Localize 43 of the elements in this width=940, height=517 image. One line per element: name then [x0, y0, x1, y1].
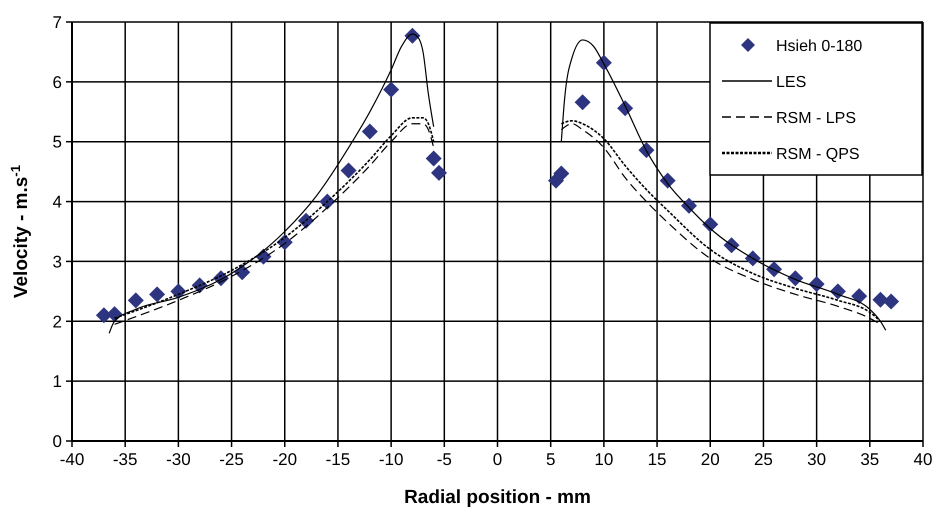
- y-tick-label: 1: [52, 372, 62, 392]
- y-tick-label: 0: [52, 432, 62, 451]
- point: [128, 292, 144, 308]
- point: [883, 294, 900, 310]
- x-tick-label: 15: [648, 450, 667, 469]
- legend-label: LES: [776, 74, 806, 91]
- point: [383, 82, 400, 98]
- x-tick-label: -5: [436, 450, 452, 469]
- point: [430, 164, 447, 181]
- x-tick-label: -20: [272, 450, 298, 469]
- point: [680, 198, 697, 214]
- point: [872, 292, 888, 308]
- y-tick-label: 2: [52, 312, 62, 332]
- x-tick-label: 10: [594, 450, 614, 469]
- x-tick-label: -30: [166, 450, 191, 469]
- point: [851, 288, 868, 304]
- x-axis-title: Radial position - mm: [404, 487, 591, 508]
- legend-label: RSM - LPS: [776, 110, 856, 127]
- x-tick-label: 35: [860, 450, 880, 469]
- x-tick-label: 30: [807, 450, 826, 469]
- y-tick-label: 4: [52, 192, 62, 212]
- x-tick-label: 0: [492, 450, 502, 469]
- x-tick-label: -15: [326, 450, 350, 469]
- x-tick-label: 25: [754, 450, 773, 469]
- y-tick-label: 5: [52, 132, 62, 152]
- point: [426, 150, 442, 166]
- x-tick-label: 20: [700, 450, 720, 469]
- x-tick-label: -10: [378, 450, 404, 469]
- point: [574, 94, 591, 110]
- y-tick-label: 6: [52, 72, 62, 92]
- x-tick-label: 5: [546, 450, 556, 469]
- y-tick-label: 3: [52, 252, 62, 272]
- y-tick-label: 7: [52, 13, 62, 32]
- legend-label: RSM - QPS: [776, 146, 860, 163]
- point: [149, 286, 166, 302]
- legend-label: Hsieh 0-180: [776, 38, 862, 55]
- x-tick-label: 40: [914, 450, 932, 469]
- x-tick-label: -35: [112, 450, 138, 469]
- point: [340, 162, 357, 178]
- x-tick-label: -40: [60, 450, 84, 469]
- point: [553, 165, 570, 182]
- point: [362, 124, 378, 140]
- x-tick-label: -25: [219, 450, 244, 469]
